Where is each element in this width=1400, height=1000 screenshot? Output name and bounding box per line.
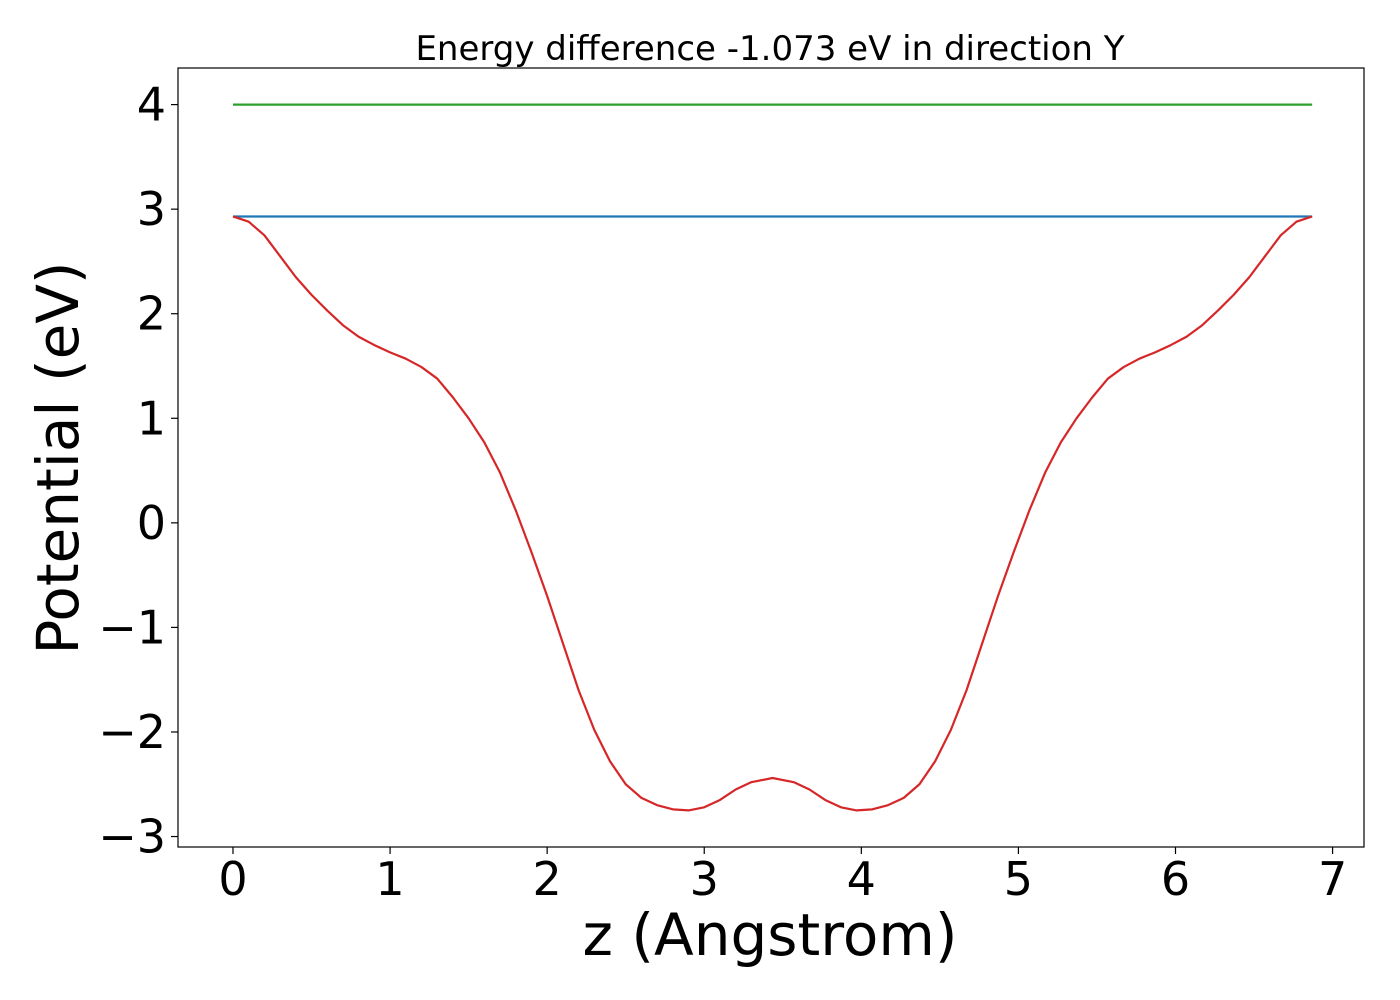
series-layer (232, 103, 1313, 812)
y-tick-label: 1 (137, 391, 166, 445)
x-tick-label: 5 (1004, 852, 1033, 906)
x-tick-label: 1 (375, 852, 404, 906)
x-axis-label: z (Angstrom) (583, 901, 958, 969)
y-tick-label: −1 (98, 600, 166, 654)
y-tick-label: 0 (137, 496, 166, 550)
y-tick-label: 4 (137, 78, 166, 132)
y-tick-label: 3 (137, 182, 166, 236)
x-tick-label: 3 (690, 852, 719, 906)
chart-title: Energy difference -1.073 eV in direction… (415, 29, 1124, 69)
y-tick-label: 2 (137, 287, 166, 341)
x-tick-label: 2 (533, 852, 562, 906)
series-line-3 (232, 215, 1313, 812)
x-tick-label: 4 (847, 852, 876, 906)
x-tick-label: 6 (1161, 852, 1190, 906)
x-axis-ticks: 0 1 2 3 4 5 6 7 (218, 847, 1347, 906)
y-tick-label: −2 (98, 705, 166, 759)
axes-frame (177, 67, 1365, 848)
y-axis-label: Potential (eV) (24, 261, 92, 654)
plot-area (177, 67, 1365, 848)
y-axis-ticks: −3 −2 −1 0 1 2 3 4 (98, 78, 178, 864)
x-tick-label: 0 (218, 852, 247, 906)
y-tick-label: −3 (98, 810, 166, 864)
x-tick-label: 7 (1318, 852, 1347, 906)
